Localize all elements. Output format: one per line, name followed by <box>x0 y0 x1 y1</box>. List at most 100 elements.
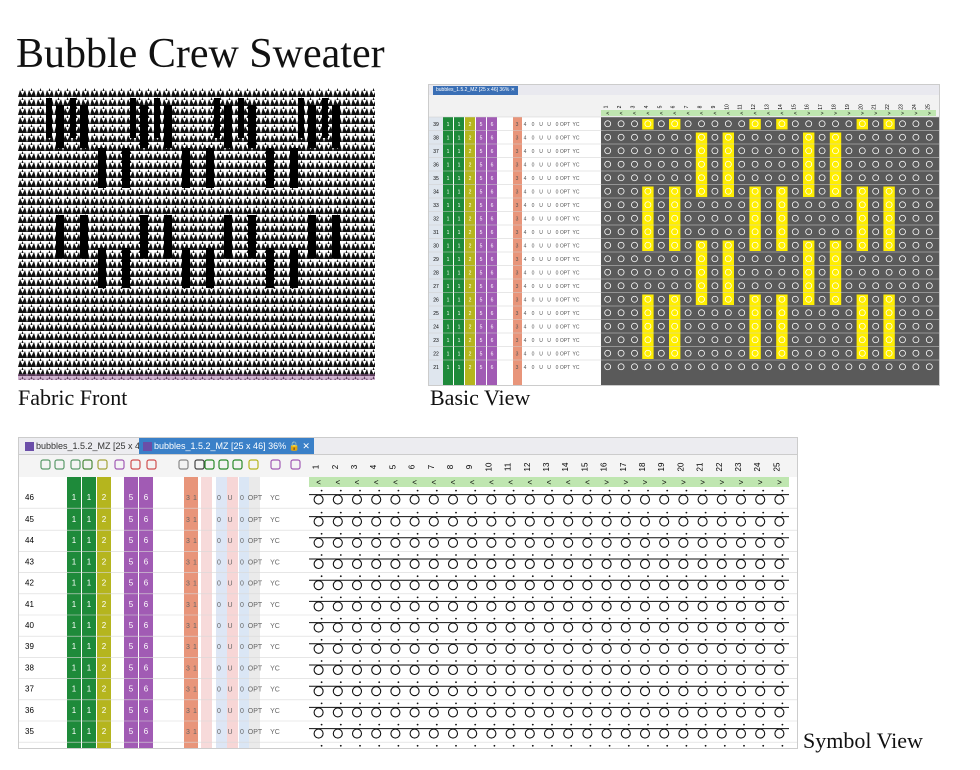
basic-param-value: 6 <box>491 149 494 155</box>
basic-bubble-stitch[interactable] <box>695 240 708 306</box>
basic-bubble-stitch[interactable] <box>829 132 842 198</box>
close-tab-icon[interactable]: ✕ <box>302 441 310 451</box>
basic-bubble-stitch[interactable] <box>642 186 654 252</box>
basic-bubble-stitch[interactable] <box>829 240 842 306</box>
basic-stitch <box>711 201 719 209</box>
symbol-knit-stitch <box>620 728 631 739</box>
symbol-knit-stitch <box>543 707 555 718</box>
basic-stitch <box>925 120 933 128</box>
toolbar-icon[interactable] <box>114 459 125 470</box>
basic-bubble-stitch[interactable] <box>856 119 868 130</box>
toolbar-icon[interactable] <box>194 459 205 470</box>
basic-mid-value: YC <box>573 230 580 236</box>
basic-mid-value: 0 <box>532 352 535 358</box>
basic-mid-value: 0 <box>532 284 535 290</box>
symbol-tab-1[interactable]: bubbles_1.5.2_MZ [25 x 46] 36% <box>21 438 172 454</box>
toolbar-icon[interactable] <box>130 459 141 470</box>
symbol-knit-stitch <box>563 601 574 612</box>
basic-param-value: 6 <box>491 203 494 209</box>
basic-stitch <box>805 268 813 276</box>
toolbar-icon[interactable] <box>270 459 281 470</box>
basic-stitch <box>657 363 665 371</box>
symbol-knit-stitch <box>755 728 766 739</box>
toolbar-icon[interactable] <box>146 459 157 470</box>
symbol-stitch-dot <box>762 554 765 556</box>
basic-bubble-stitch[interactable] <box>722 132 734 198</box>
symbol-mid-value: OPT <box>248 644 263 651</box>
symbol-param-value: 5 <box>129 515 134 524</box>
symbol-mid-value: YC <box>270 495 280 502</box>
symbol-stitch-dot <box>647 575 649 578</box>
symbol-knit-stitch <box>447 643 459 654</box>
basic-stitch <box>684 322 692 330</box>
basic-stitch <box>765 268 772 276</box>
toolbar-icon[interactable] <box>290 459 301 470</box>
toolbar-icon[interactable] <box>82 459 93 470</box>
basic-stitch <box>858 309 866 317</box>
symbol-knit-stitch <box>371 494 382 505</box>
basic-mid-value: 0 <box>532 217 535 223</box>
symbol-knit-stitch <box>620 622 631 633</box>
basic-bubble-stitch[interactable] <box>642 119 654 130</box>
toolbar-icon[interactable] <box>218 459 229 470</box>
basic-mid-value: YC <box>573 163 580 169</box>
toolbar-icon[interactable] <box>54 459 65 470</box>
basic-bubble-stitch[interactable] <box>669 294 681 360</box>
symbol-stitch-dot <box>685 660 688 662</box>
symbol-knit-stitch <box>486 601 497 612</box>
basic-bubble-stitch[interactable] <box>856 186 868 252</box>
symbol-knit-stitch <box>505 707 516 718</box>
symbol-stitch-dot <box>589 660 592 662</box>
symbol-tab-2[interactable]: bubbles_1.5.2_MZ [25 x 46] 36% 🔒 ✕ <box>139 438 314 454</box>
basic-bubble-stitch[interactable] <box>669 186 681 252</box>
basic-bubble-stitch[interactable] <box>883 119 895 130</box>
symbol-knit-stitch <box>543 728 555 739</box>
basic-stitch <box>631 349 638 357</box>
toolbar-icon[interactable] <box>204 459 215 470</box>
basic-bubble-stitch[interactable] <box>669 119 681 130</box>
symbol-stitch-dot <box>474 702 477 705</box>
basic-bubble-stitch[interactable] <box>749 294 761 360</box>
basic-bubble-stitch[interactable] <box>695 132 708 198</box>
toolbar-icon[interactable] <box>70 459 81 470</box>
basic-stitch <box>711 268 719 276</box>
toolbar-icon[interactable] <box>232 459 243 470</box>
symbol-mid-value: U <box>227 538 232 545</box>
toolbar-icon[interactable] <box>97 459 108 470</box>
basic-mid-value: 4 <box>524 284 527 290</box>
basic-stitch <box>845 349 853 357</box>
toolbar-icon[interactable] <box>248 459 259 470</box>
basic-stitch <box>899 174 906 182</box>
basic-stitch <box>765 120 772 128</box>
basic-bubble-stitch[interactable] <box>776 119 788 130</box>
basic-bubble-stitch[interactable] <box>776 186 788 252</box>
basic-bubble-stitch[interactable] <box>749 186 761 252</box>
basic-tab[interactable]: bubbles_1.5.2_MZ [25 x 46] 36% ✕ <box>433 86 518 95</box>
basic-mid-value: 0 <box>556 271 559 277</box>
basic-stitch <box>791 187 799 195</box>
symbol-view-grid[interactable]: 1 2 3 4 5 6 7 8 9 10 11 12 13 14 15 16 17 18 19 20 21 22 23 24 2… <box>19 455 797 748</box>
symbol-knit-stitch <box>486 664 497 676</box>
basic-stitch <box>631 228 638 236</box>
symbol-stitch-dot <box>512 638 515 641</box>
basic-stitch <box>711 282 719 290</box>
basic-bubble-stitch[interactable] <box>803 240 815 306</box>
symbol-knit-stitch <box>409 686 420 697</box>
basic-bubble-stitch[interactable] <box>883 186 895 252</box>
basic-bubble-stitch[interactable] <box>776 294 788 360</box>
basic-mid-value: 0 <box>532 136 535 142</box>
toolbar-icon[interactable] <box>40 459 51 470</box>
basic-bubble-stitch[interactable] <box>803 132 815 198</box>
toolbar-icon[interactable] <box>178 459 189 470</box>
symbol-knit-stitch <box>313 494 324 505</box>
symbol-knit-stitch <box>371 516 382 527</box>
basic-bubble-stitch[interactable] <box>749 119 761 130</box>
basic-param-value: 2 <box>469 190 472 196</box>
basic-bubble-stitch[interactable] <box>722 240 734 306</box>
fabric-bubble <box>98 148 106 188</box>
basic-bubble-stitch[interactable] <box>883 294 895 360</box>
basic-view-grid[interactable]: 1 2 3 4 5 6 7 8 9 10 11 12 13 14 15 16 17 18 19 20 21 22 23 24 2… <box>429 95 939 385</box>
symbol-stitch-dot <box>359 532 361 535</box>
basic-bubble-stitch[interactable] <box>642 294 654 360</box>
basic-bubble-stitch[interactable] <box>856 294 868 360</box>
